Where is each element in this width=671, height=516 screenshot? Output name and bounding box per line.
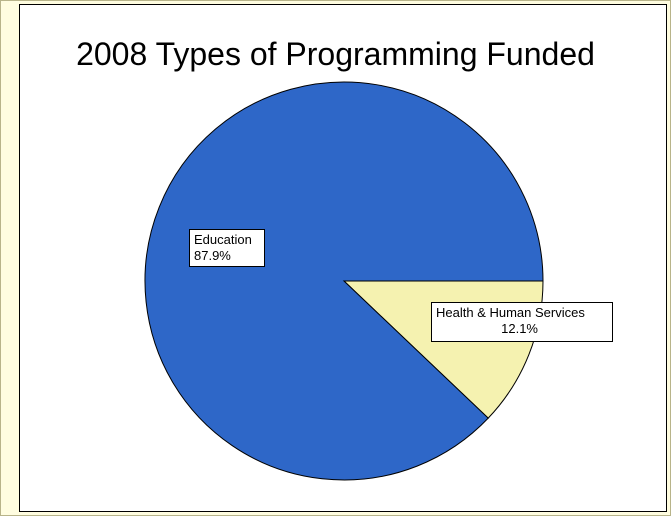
data-label-education: Education 87.9% xyxy=(189,229,265,267)
data-label-health-human-services-percent: 12.1% xyxy=(501,321,538,336)
pie-slice-education xyxy=(144,81,544,481)
data-label-health-human-services: Health & Human Services 12.1% xyxy=(431,302,613,342)
data-label-health-human-services-name: Health & Human Services xyxy=(436,305,585,320)
chart-title: 2008 Types of Programming Funded xyxy=(76,36,595,72)
data-label-education-percent: 87.9% xyxy=(194,248,231,263)
data-label-education-name: Education xyxy=(194,232,252,247)
pie-slices xyxy=(144,81,544,481)
